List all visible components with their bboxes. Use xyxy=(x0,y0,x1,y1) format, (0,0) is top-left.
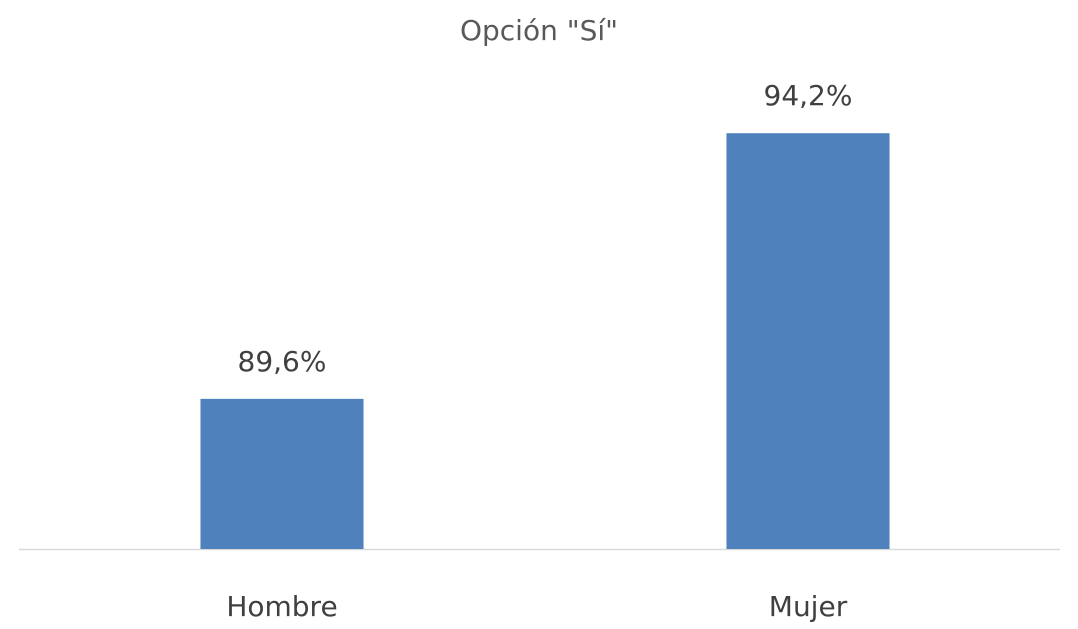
x-tick-label: Hombre xyxy=(226,590,337,623)
data-label: 89,6% xyxy=(238,345,327,378)
data-label: 94,2% xyxy=(764,79,853,112)
bar xyxy=(726,133,890,549)
x-tick-label: Mujer xyxy=(769,590,848,623)
chart-title: Opción "Sí" xyxy=(460,14,618,47)
bar xyxy=(200,398,364,549)
